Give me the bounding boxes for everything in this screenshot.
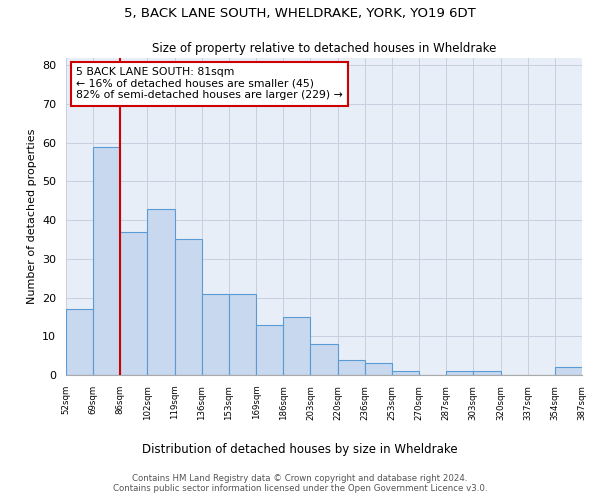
Text: 5 BACK LANE SOUTH: 81sqm
← 16% of detached houses are smaller (45)
82% of semi-d: 5 BACK LANE SOUTH: 81sqm ← 16% of detach… [76, 67, 343, 100]
Text: Contains public sector information licensed under the Open Government Licence v3: Contains public sector information licen… [113, 484, 487, 493]
Title: Size of property relative to detached houses in Wheldrake: Size of property relative to detached ho… [152, 42, 496, 55]
Y-axis label: Number of detached properties: Number of detached properties [26, 128, 37, 304]
Bar [283, 317, 310, 375]
Bar [121, 232, 148, 375]
Bar [446, 371, 473, 375]
Bar [229, 294, 256, 375]
Bar [310, 344, 338, 375]
Bar [555, 368, 582, 375]
Text: Contains HM Land Registry data © Crown copyright and database right 2024.: Contains HM Land Registry data © Crown c… [132, 474, 468, 483]
Bar [392, 371, 419, 375]
Bar [256, 324, 283, 375]
Bar [338, 360, 365, 375]
Text: 5, BACK LANE SOUTH, WHELDRAKE, YORK, YO19 6DT: 5, BACK LANE SOUTH, WHELDRAKE, YORK, YO1… [124, 8, 476, 20]
Bar [473, 371, 500, 375]
Text: Distribution of detached houses by size in Wheldrake: Distribution of detached houses by size … [142, 442, 458, 456]
Bar [66, 309, 93, 375]
Bar [93, 146, 121, 375]
Bar [148, 208, 175, 375]
Bar [202, 294, 229, 375]
Bar [175, 240, 202, 375]
Bar [365, 364, 392, 375]
